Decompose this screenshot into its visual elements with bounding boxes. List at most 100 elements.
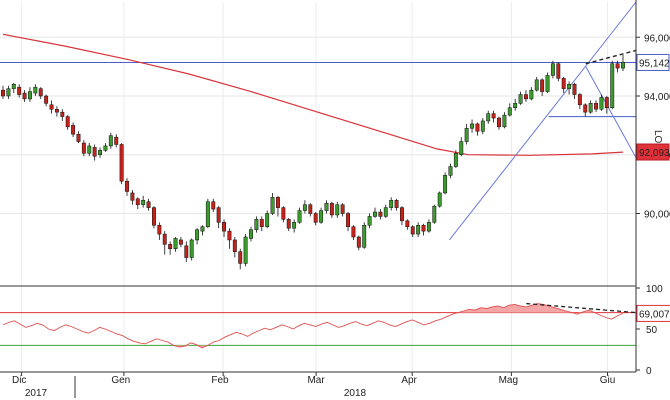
- candle-body: [195, 229, 200, 241]
- candle-body: [518, 94, 523, 104]
- candle-body: [534, 79, 539, 91]
- candle-body: [130, 192, 135, 201]
- candle-body: [448, 166, 453, 176]
- price-panel: [0, 1, 637, 370]
- candle-body: [588, 103, 593, 113]
- y-axis-label: LO: [652, 130, 663, 144]
- candle-body: [550, 63, 555, 76]
- candle-body: [168, 244, 173, 249]
- candle-body: [491, 113, 496, 119]
- candle-body: [249, 229, 253, 239]
- x-month-label: Mag: [499, 375, 518, 386]
- candle-body: [621, 61, 625, 69]
- candle-body: [119, 144, 124, 182]
- candle-body: [286, 219, 291, 229]
- candle-body: [561, 78, 566, 89]
- candle-body: [65, 116, 70, 128]
- candle-body: [232, 239, 237, 252]
- candle-body: [480, 120, 485, 132]
- trendline-resistance-cross: [585, 66, 637, 158]
- candle-body: [416, 225, 421, 235]
- candle-body: [265, 213, 270, 227]
- candle-body: [529, 89, 534, 100]
- candle-body: [292, 222, 297, 229]
- indicator-tick-label: 50: [646, 325, 658, 336]
- candle-body: [87, 145, 92, 154]
- y-tick-label: 90,000: [644, 210, 670, 221]
- candle-body: [351, 226, 356, 238]
- candle-body: [400, 207, 404, 222]
- candle-body: [599, 97, 604, 110]
- candle-body: [340, 204, 345, 214]
- candle-body: [281, 207, 286, 220]
- candle-body: [367, 216, 372, 226]
- indicator-panel: [0, 302, 637, 349]
- candle-body: [173, 238, 178, 249]
- candle-body: [373, 211, 377, 217]
- candle-body: [437, 192, 442, 207]
- candle-body: [1, 89, 5, 97]
- candle-body: [200, 226, 205, 232]
- candle-body: [362, 225, 367, 248]
- x-month-label: Mar: [307, 375, 325, 386]
- x-year-label: 2018: [344, 388, 367, 399]
- candle-body: [49, 104, 54, 110]
- candle-body: [81, 142, 86, 154]
- candle-body: [222, 222, 226, 232]
- candle-body: [71, 125, 76, 135]
- indicator-value-badge: [636, 304, 670, 322]
- candle-body: [238, 251, 243, 264]
- candle-body: [146, 201, 151, 208]
- candle-body: [389, 200, 394, 208]
- candle-body: [324, 202, 329, 211]
- indicator-dashed-trendline: [526, 302, 637, 314]
- candle-body: [92, 147, 97, 157]
- candle-body: [594, 103, 598, 110]
- candle-body: [556, 63, 561, 79]
- candle-body: [464, 128, 469, 142]
- candle-body: [356, 236, 361, 248]
- candle-body: [141, 200, 146, 205]
- candle-body: [189, 239, 194, 258]
- candle-body: [297, 210, 302, 223]
- candle-body: [540, 79, 545, 92]
- candle-body: [405, 220, 410, 227]
- candle-body: [610, 63, 615, 108]
- indicator-line: [2, 303, 624, 349]
- candle-body: [227, 230, 232, 241]
- candle-body: [259, 219, 264, 227]
- moving-average-line: [2, 33, 624, 156]
- candle-body: [211, 201, 216, 210]
- candle-body: [157, 225, 162, 235]
- candle-body: [329, 202, 334, 216]
- candle-body: [604, 97, 609, 108]
- candle-body: [545, 75, 550, 92]
- candle-body: [22, 92, 27, 100]
- candle-body: [615, 63, 620, 69]
- candle-body: [502, 114, 507, 128]
- indicator-tick-label: 100: [646, 284, 663, 295]
- ma-value-label: 92,093: [639, 148, 670, 159]
- candle-body: [378, 211, 383, 217]
- candle-body: [308, 204, 313, 214]
- candle-body: [319, 210, 324, 223]
- candle-body: [524, 94, 528, 100]
- overbought-fill: [3, 303, 623, 313]
- candle-body: [497, 117, 501, 128]
- candle-body: [28, 91, 32, 100]
- trendline-resistance-dashed: [585, 49, 637, 65]
- candle-body: [302, 204, 307, 211]
- candle-body: [33, 86, 38, 94]
- candle-body: [313, 213, 318, 223]
- candle-body: [108, 135, 113, 147]
- x-year-label: 2017: [25, 388, 48, 399]
- y-tick-label: 96,000: [644, 33, 670, 44]
- candle-body: [426, 222, 431, 232]
- candle-body: [583, 104, 588, 113]
- x-month-label: Giu: [600, 375, 616, 386]
- candle-body: [507, 107, 512, 116]
- candle-body: [470, 123, 474, 129]
- candle-body: [98, 150, 102, 155]
